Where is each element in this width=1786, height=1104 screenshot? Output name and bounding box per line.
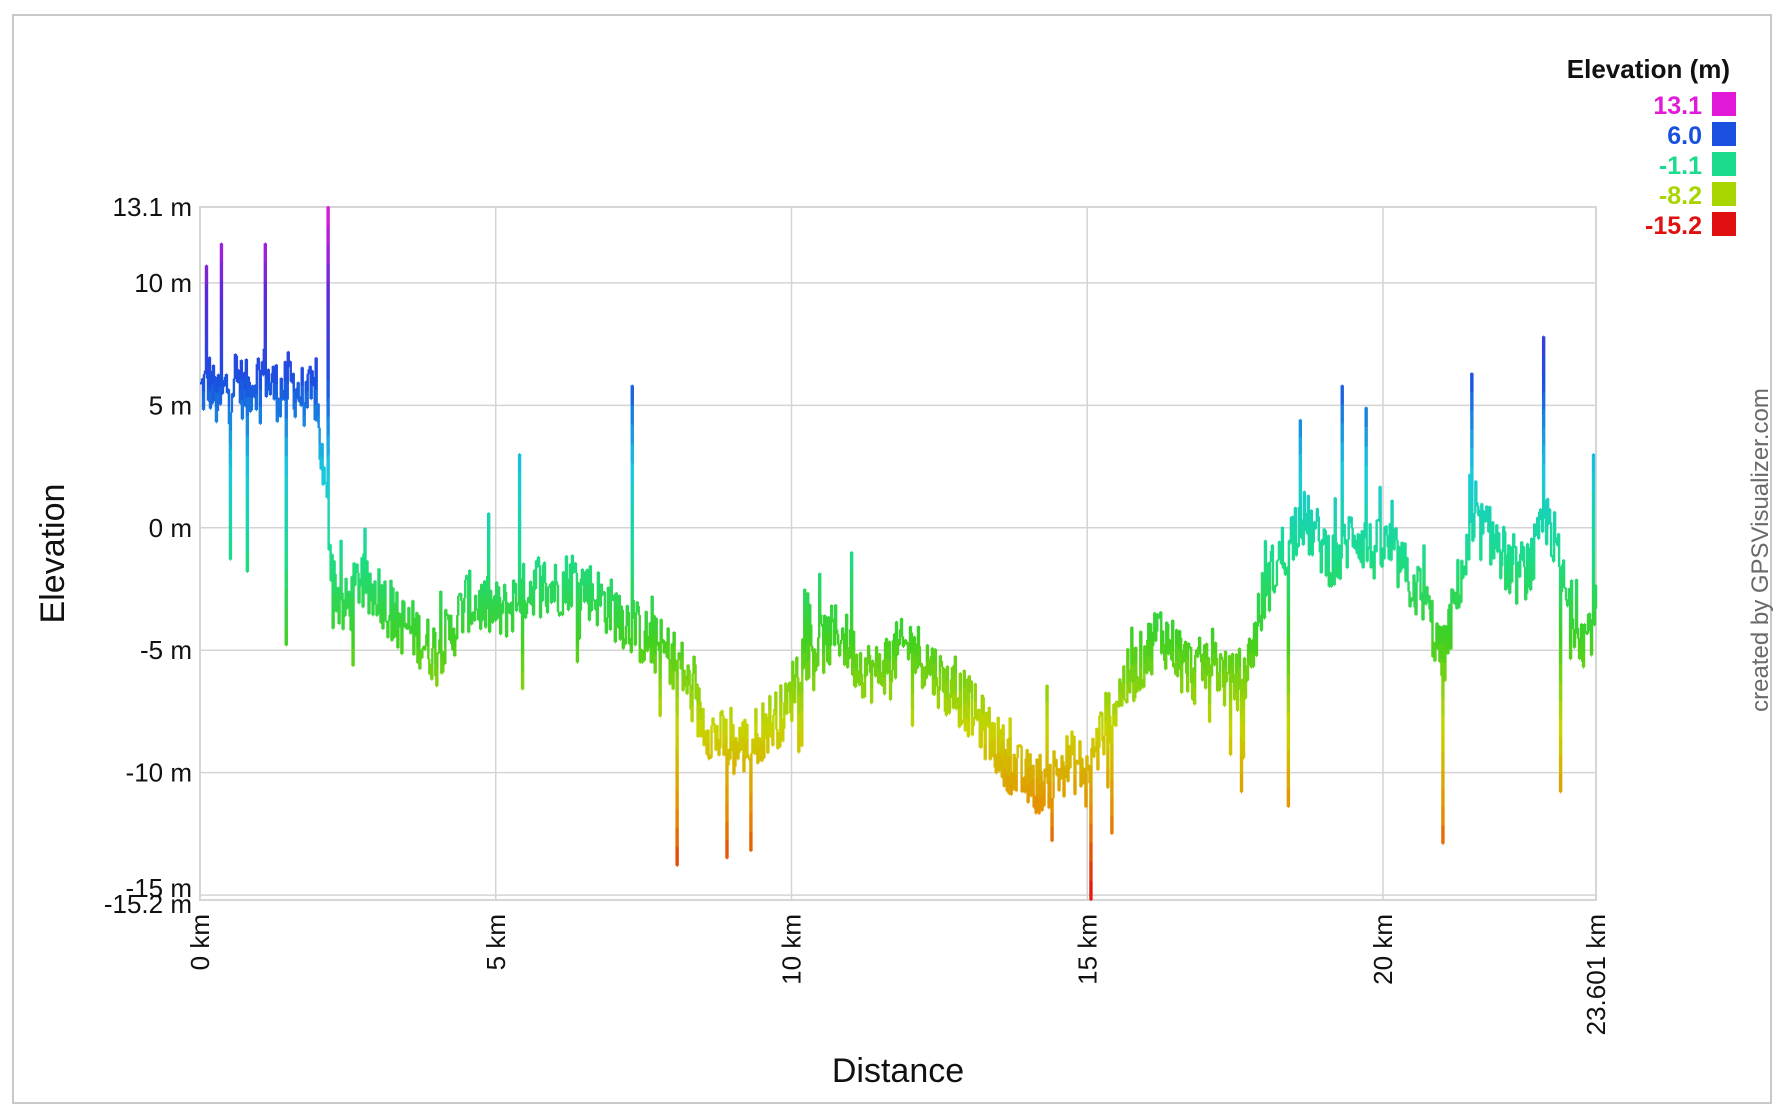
grid — [199, 206, 1597, 901]
y-tick-label: -15.2 m — [104, 889, 192, 919]
legend-swatch — [1712, 122, 1736, 146]
legend-swatch — [1712, 212, 1736, 236]
y-axis-title: Elevation — [34, 484, 72, 624]
x-tick-label: 0 km — [185, 914, 215, 970]
legend-swatch — [1712, 92, 1736, 116]
legend-swatch — [1712, 182, 1736, 206]
x-tick-label: 23.601 km — [1581, 914, 1611, 1035]
chart-frame — [12, 14, 1772, 1104]
y-tick-label: 5 m — [149, 390, 192, 420]
legend-label: -1.1 — [1659, 152, 1702, 180]
x-tick-label: 20 km — [1368, 914, 1398, 985]
x-tick-label: 5 km — [481, 914, 511, 970]
axes: 13.1 m 10 m 5 m 0 m -5 m -10 m -15 m-15.2 m0 k… — [104, 192, 1611, 1035]
y-tick-label: -15 m — [126, 873, 192, 903]
legend-title: Elevation (m) — [1567, 54, 1730, 84]
y-tick-label: 10 m — [134, 268, 192, 298]
x-tick-label: 15 km — [1072, 914, 1102, 985]
plot-area — [199, 206, 1597, 901]
legend-label: 13.1 — [1653, 92, 1702, 120]
y-tick-label: 13.1 m — [113, 192, 193, 222]
x-tick-label: 10 km — [777, 914, 807, 985]
legend-label: 6.0 — [1667, 122, 1702, 150]
legend-swatch — [1712, 152, 1736, 176]
legend: Elevation (m) 13.16.0-1.1-8.2-15.2 — [1567, 54, 1736, 240]
elevation-profile — [199, 205, 1598, 902]
y-tick-label: -5 m — [140, 635, 192, 665]
legend-label: -8.2 — [1659, 182, 1702, 210]
x-axis-title: Distance — [832, 1052, 964, 1087]
credit-text: created by GPSVisualizer.com — [1747, 388, 1774, 712]
y-tick-label: -10 m — [126, 758, 192, 788]
y-tick-label: 0 m — [149, 513, 192, 543]
legend-label: -15.2 — [1645, 212, 1702, 240]
